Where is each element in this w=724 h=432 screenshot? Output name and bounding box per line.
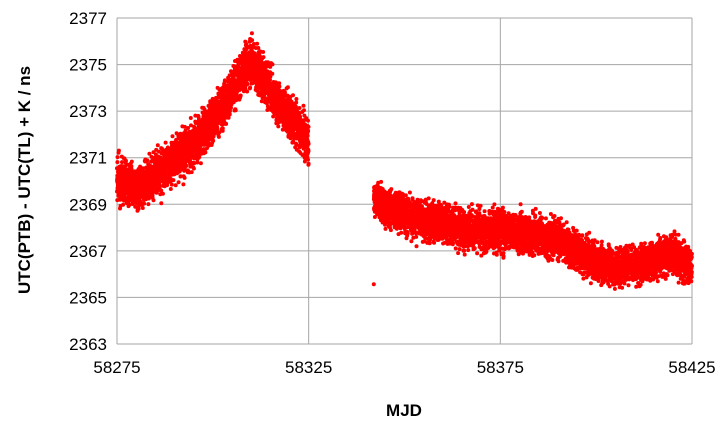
data-point <box>262 55 266 59</box>
data-point <box>117 149 121 153</box>
data-point <box>142 202 146 206</box>
data-point <box>306 149 310 153</box>
data-point <box>255 42 259 46</box>
data-point <box>298 106 302 110</box>
data-point <box>432 198 436 202</box>
data-point <box>137 207 141 211</box>
data-point <box>379 180 383 184</box>
data-point <box>302 104 306 108</box>
data-point <box>306 158 310 162</box>
data-point <box>221 126 225 130</box>
data-point <box>115 160 119 164</box>
data-point <box>124 159 128 163</box>
data-point <box>170 183 174 187</box>
data-point <box>120 160 124 164</box>
data-point <box>307 142 311 146</box>
data-point <box>268 78 272 82</box>
data-point <box>190 170 194 174</box>
data-point <box>217 135 221 139</box>
data-point <box>302 108 306 112</box>
data-point <box>307 162 311 166</box>
data-point <box>250 31 254 35</box>
data-point <box>294 101 298 105</box>
data-point <box>291 93 295 97</box>
data-point <box>229 106 233 110</box>
data-point <box>189 116 193 120</box>
data-point <box>286 85 290 89</box>
data-point <box>415 244 419 248</box>
data-point <box>399 231 403 235</box>
data-point <box>427 196 431 200</box>
data-point <box>146 202 150 206</box>
data-point <box>306 129 310 133</box>
data-point <box>414 235 418 239</box>
data-point <box>270 72 274 76</box>
data-point <box>171 134 175 138</box>
data-point <box>145 158 149 162</box>
data-point <box>389 187 393 191</box>
data-point <box>156 143 160 147</box>
data-point <box>447 205 451 209</box>
data-point <box>271 62 275 66</box>
data-point <box>130 160 134 164</box>
data-point <box>164 141 168 145</box>
data-point <box>294 97 298 101</box>
data-point <box>224 122 228 126</box>
data-point <box>215 125 219 129</box>
data-point <box>234 108 238 112</box>
data-point <box>404 193 408 197</box>
data-point <box>389 228 393 232</box>
data-point <box>177 180 181 184</box>
data-point <box>152 198 156 202</box>
data-point <box>432 241 436 245</box>
data-point <box>203 150 207 154</box>
data-point <box>261 50 265 54</box>
data-point <box>239 94 243 98</box>
data-point <box>248 86 252 90</box>
data-point <box>306 119 310 123</box>
data-point <box>141 206 145 210</box>
data-point <box>174 183 178 187</box>
data-point <box>408 191 412 195</box>
data-point <box>306 134 310 138</box>
data-point <box>250 38 254 42</box>
data-point <box>223 78 227 82</box>
data-point <box>256 46 260 50</box>
data-points <box>115 31 694 291</box>
data-point <box>211 139 215 143</box>
data-point <box>283 90 287 94</box>
data-point <box>184 164 188 168</box>
data-point <box>384 227 388 231</box>
data-point <box>192 167 196 171</box>
data-point <box>186 126 190 130</box>
data-point <box>159 201 163 205</box>
gridlines <box>117 18 692 344</box>
data-point <box>199 161 203 165</box>
data-point <box>245 90 249 94</box>
data-point <box>372 282 376 286</box>
data-point <box>116 155 120 159</box>
data-point <box>169 187 173 191</box>
data-point <box>406 231 410 235</box>
data-point <box>409 239 413 243</box>
data-point <box>307 125 311 129</box>
data-point <box>121 203 125 207</box>
data-point <box>161 192 165 196</box>
data-point <box>245 82 249 86</box>
data-point <box>428 241 432 245</box>
data-point <box>451 241 455 245</box>
data-point <box>171 178 175 182</box>
data-point <box>276 124 280 128</box>
data-point <box>181 182 185 186</box>
data-point <box>277 85 281 89</box>
data-point <box>158 184 162 188</box>
data-point <box>183 176 187 180</box>
